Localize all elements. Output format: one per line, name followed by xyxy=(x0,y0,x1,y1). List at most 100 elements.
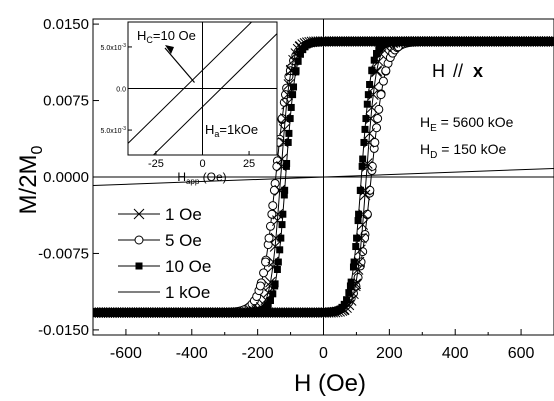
x-marker xyxy=(361,161,373,172)
square-marker xyxy=(360,138,368,146)
legend-label: 1 Oe xyxy=(165,205,202,224)
inset-y-tick-label: 5.0x10-3 xyxy=(101,126,127,135)
x-marker xyxy=(350,280,361,292)
square-marker xyxy=(290,83,298,91)
inset-arrow-head xyxy=(165,45,174,54)
inset-x-label: Happ (Oe) xyxy=(177,170,226,186)
series-1-oe xyxy=(93,36,554,318)
square-marker xyxy=(366,81,374,89)
x-marker xyxy=(387,37,399,49)
x-tick-label: 0 xyxy=(319,345,328,362)
circle-marker xyxy=(269,185,279,195)
x-tick-label: -400 xyxy=(176,345,208,362)
x-marker xyxy=(244,306,256,318)
circle-marker xyxy=(264,233,274,243)
circle-marker xyxy=(259,268,269,278)
square-marker xyxy=(266,297,274,305)
square-marker xyxy=(274,258,282,266)
square-marker xyxy=(294,57,302,65)
circle-marker xyxy=(277,114,287,124)
square-marker xyxy=(363,100,371,108)
square-marker xyxy=(135,262,143,270)
series-layer xyxy=(93,36,554,318)
square-marker xyxy=(282,162,290,170)
square-marker xyxy=(364,91,372,99)
y-tick-label: 0.0000 xyxy=(43,169,89,186)
square-marker xyxy=(292,67,300,75)
x-marker xyxy=(546,36,554,47)
x-marker xyxy=(282,89,294,100)
circle-marker xyxy=(261,257,271,267)
x-tick-label: 600 xyxy=(508,345,535,362)
x-marker xyxy=(357,219,369,230)
x-marker xyxy=(269,241,281,252)
square-marker xyxy=(286,115,294,123)
square-marker xyxy=(273,265,281,273)
x-marker xyxy=(331,306,343,318)
direction-annotation: H//x xyxy=(432,61,483,81)
square-marker xyxy=(277,234,285,242)
square-marker xyxy=(355,210,363,218)
legend-label: 5 Oe xyxy=(165,231,202,250)
exchange-annotation: HE = 5600 kOe xyxy=(420,114,514,134)
square-marker xyxy=(370,56,378,64)
circle-marker xyxy=(372,123,382,133)
x-marker xyxy=(299,38,311,49)
square-marker xyxy=(368,67,376,75)
x-marker xyxy=(278,124,290,135)
square-marker xyxy=(287,103,295,111)
square-marker xyxy=(353,234,361,242)
circle-marker xyxy=(370,137,380,147)
circle-marker xyxy=(267,209,277,219)
x-marker xyxy=(252,304,264,316)
x-marker xyxy=(329,306,341,318)
anisotropy-annotation: HD = 150 kOe xyxy=(420,141,506,161)
x-marker xyxy=(264,280,276,292)
x-marker xyxy=(364,128,375,139)
inset-coercive-label: HC=10 Oe xyxy=(137,28,196,45)
square-marker xyxy=(352,243,360,251)
circle-marker xyxy=(376,90,386,100)
square-marker xyxy=(289,91,297,99)
x-marker xyxy=(288,54,299,66)
x-marker xyxy=(246,306,258,318)
circle-marker xyxy=(360,233,370,243)
circle-marker xyxy=(367,161,377,171)
x-marker xyxy=(548,36,554,47)
x-marker xyxy=(345,295,357,306)
legend-label: 10 Oe xyxy=(165,257,211,276)
circle-marker xyxy=(373,114,383,124)
x-tick-label: 400 xyxy=(442,345,469,362)
square-marker xyxy=(345,289,353,297)
square-marker xyxy=(276,246,284,254)
inset-x-tick-label: 25 xyxy=(243,158,255,170)
square-marker xyxy=(346,282,354,290)
circle-marker xyxy=(353,272,363,282)
y-tick-label: -0.0075 xyxy=(38,245,89,262)
x-marker xyxy=(133,208,145,220)
x-marker xyxy=(359,189,371,201)
square-marker xyxy=(340,300,348,308)
inset-y-tick-exp: -3 xyxy=(122,43,127,49)
inset-applied-label: Ha=1kOe xyxy=(205,122,258,139)
x-marker xyxy=(367,89,379,100)
legend-background xyxy=(112,200,218,305)
x-marker xyxy=(270,232,282,244)
inset-arrow xyxy=(164,47,195,83)
main-tick-labels: -600 -400 -200 0 200 400 600 0.0150 0.0075 0.0000… xyxy=(38,16,534,362)
square-marker xyxy=(350,258,358,266)
y-axis-label: M/2M0 xyxy=(15,145,46,214)
square-marker xyxy=(343,296,351,304)
x-marker xyxy=(359,184,371,196)
square-marker xyxy=(264,301,272,309)
x-marker xyxy=(272,208,284,220)
x-marker xyxy=(279,113,291,124)
y-tick-label: -0.0150 xyxy=(38,322,89,339)
x-marker xyxy=(267,261,279,273)
square-marker xyxy=(296,50,304,58)
inset-branch xyxy=(152,33,277,155)
x-marker xyxy=(544,36,554,47)
x-marker xyxy=(260,294,272,306)
x-marker xyxy=(294,41,306,53)
